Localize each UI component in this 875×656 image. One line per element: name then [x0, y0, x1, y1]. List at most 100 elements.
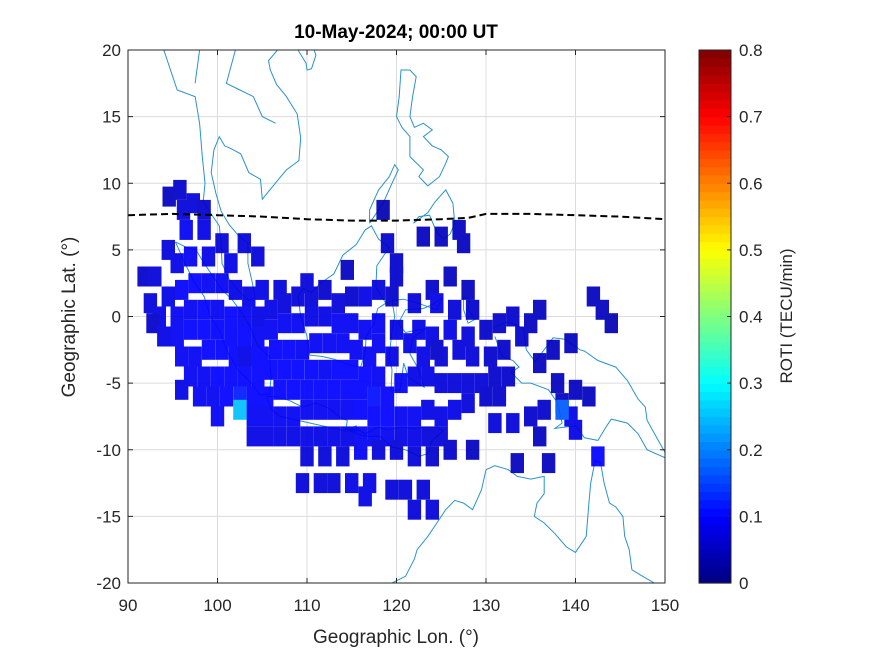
roti-cell — [461, 373, 475, 394]
colorbar-segment — [699, 374, 731, 384]
roti-cell — [224, 366, 238, 387]
roti-cell — [237, 346, 251, 367]
roti-cell — [564, 333, 578, 354]
roti-cell — [137, 266, 151, 287]
y-axis-label: Geographic Lat. (°) — [59, 237, 80, 398]
colorbar-segment — [699, 299, 731, 309]
colorbar-segment — [699, 499, 731, 509]
colorbar-segment — [699, 524, 731, 534]
y-tick-label: -10 — [96, 441, 121, 460]
roti-cells — [137, 179, 618, 520]
colorbar-segment — [699, 191, 731, 201]
roti-cell — [251, 246, 265, 267]
colorbar-segment — [699, 474, 731, 484]
roti-cell — [260, 406, 274, 427]
colorbar-segment — [699, 399, 731, 409]
colorbar-segment — [699, 174, 731, 184]
colorbar-segment — [699, 308, 731, 318]
roti-cell — [524, 406, 538, 427]
x-tick-label: 130 — [472, 596, 500, 615]
roti-cell — [175, 346, 189, 367]
roti-cell — [407, 426, 422, 447]
colorbar-segment — [699, 241, 731, 251]
colorbar-segment — [699, 383, 731, 393]
colorbar-tick-label: 0.2 — [739, 441, 763, 460]
roti-cell — [421, 426, 435, 447]
roti-cell — [380, 406, 395, 427]
roti-cell — [146, 313, 160, 334]
roti-cell — [237, 306, 251, 327]
roti-cell — [510, 453, 524, 474]
colorbar-segment — [699, 91, 731, 101]
roti-cell — [407, 406, 422, 427]
roti-cell — [251, 366, 265, 387]
roti-cell — [371, 313, 386, 334]
roti-cell — [358, 286, 372, 307]
roti-cell — [173, 179, 187, 200]
roti-cell — [331, 359, 345, 380]
roti-cell — [273, 379, 287, 400]
roti-cell — [197, 199, 211, 220]
colorbar-segment — [699, 416, 731, 426]
roti-cell — [201, 246, 216, 267]
roti-cell — [233, 399, 247, 420]
roti-cell — [286, 426, 301, 447]
roti-cell — [407, 366, 422, 387]
chart-title: 10-May-2024; 00:00 UT — [294, 22, 498, 43]
colorbar-segment — [699, 258, 731, 268]
roti-cell — [550, 373, 565, 394]
colorbar-segment — [699, 149, 731, 159]
colorbar-tick-label: 0.1 — [739, 507, 763, 526]
roti-cell — [264, 359, 278, 380]
x-tick-label: 150 — [651, 596, 679, 615]
roti-cell — [389, 266, 404, 287]
roti-cell — [430, 293, 444, 314]
roti-cell — [251, 306, 265, 327]
colorbar-segment — [699, 274, 731, 284]
roti-cell — [448, 299, 462, 320]
roti-cell — [197, 319, 211, 340]
roti-cell — [300, 399, 314, 420]
roti-cell — [318, 359, 332, 380]
roti-cell — [479, 319, 493, 340]
roti-cell — [501, 366, 516, 387]
roti-cell — [385, 479, 399, 500]
roti-cell — [506, 413, 520, 434]
colorbar-segment — [699, 541, 731, 551]
roti-cell — [269, 339, 283, 360]
colorbar-segment — [699, 558, 731, 567]
roti-cell — [394, 373, 408, 394]
colorbar-tick-label: 0.7 — [739, 108, 763, 127]
roti-cell — [237, 233, 251, 254]
colorbar-segment — [699, 491, 731, 501]
roti-cell — [318, 279, 332, 300]
roti-cell — [380, 386, 395, 407]
roti-cell — [407, 446, 422, 467]
roti-cell — [488, 413, 502, 434]
colorbar-tick-label: 0.4 — [739, 308, 763, 327]
roti-cell — [215, 339, 229, 360]
colorbar: 0 0.1 0.2 0.3 0.4 0.5 0.6 0.7 0.8 — [698, 41, 763, 593]
roti-cell — [533, 353, 547, 374]
roti-cell — [461, 393, 475, 414]
coastline — [194, 50, 201, 84]
roti-cell — [340, 426, 354, 447]
y-tick-label: 20 — [102, 41, 121, 60]
roti-cell — [416, 479, 430, 500]
colorbar-segment — [699, 458, 731, 468]
colorbar-tick-label: 0.5 — [739, 241, 763, 260]
roti-cell — [358, 486, 372, 507]
colorbar-segment — [699, 133, 731, 143]
roti-cell — [300, 426, 314, 447]
colorbar-segment — [699, 249, 731, 259]
colorbar-segment — [699, 124, 731, 134]
roti-cell — [295, 339, 310, 360]
roti-cell — [313, 426, 328, 447]
colorbar-segment — [699, 108, 731, 118]
roti-cell — [215, 233, 229, 254]
roti-cell — [456, 233, 471, 254]
roti-cell — [170, 326, 184, 347]
roti-cell — [313, 399, 328, 420]
colorbar-segment — [699, 58, 731, 68]
colorbar-segment — [699, 441, 731, 451]
